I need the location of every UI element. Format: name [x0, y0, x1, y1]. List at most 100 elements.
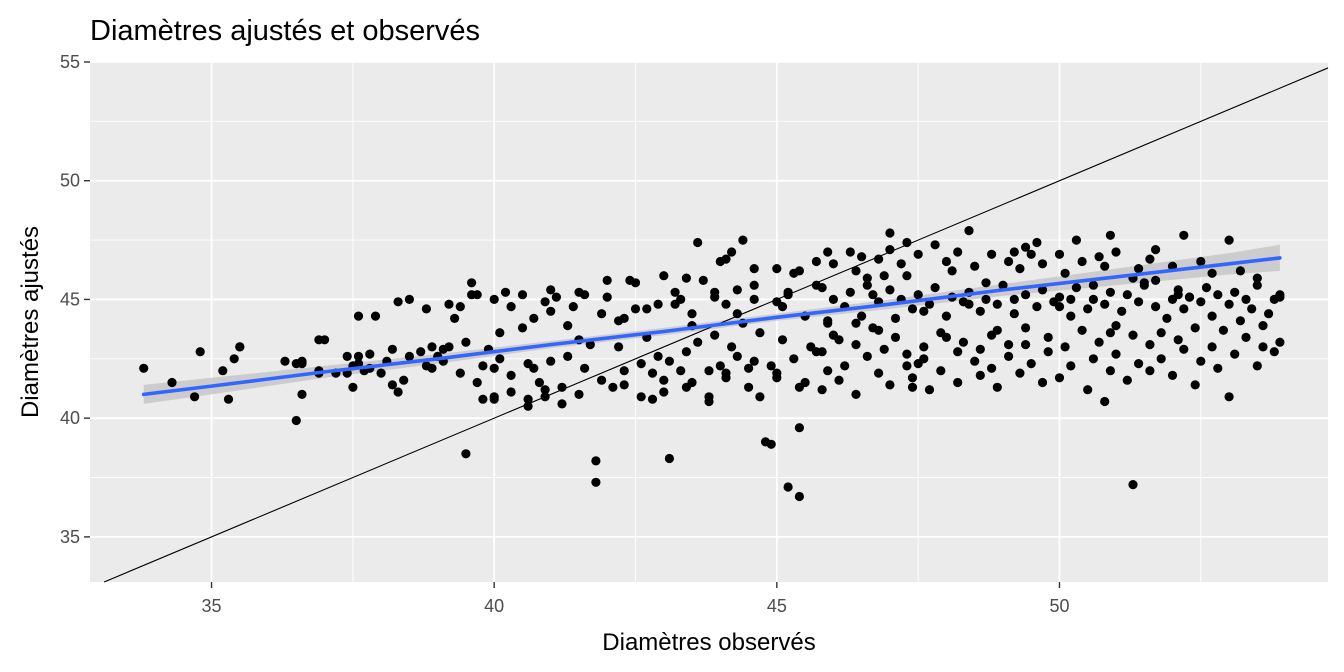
data-point — [902, 237, 912, 248]
data-point — [517, 323, 528, 333]
data-point — [376, 368, 386, 378]
data-point — [862, 351, 872, 361]
data-point — [1207, 342, 1217, 352]
data-point — [744, 363, 754, 373]
data-point — [540, 297, 550, 307]
data-point — [1156, 354, 1166, 364]
data-point — [551, 292, 562, 302]
data-point — [1100, 396, 1110, 407]
data-point — [738, 235, 748, 245]
data-point — [704, 366, 714, 376]
data-point — [1066, 294, 1076, 304]
data-point — [868, 290, 878, 300]
data-point — [879, 271, 889, 281]
data-point — [393, 387, 403, 397]
data-point — [913, 290, 923, 300]
data-point — [546, 356, 556, 366]
data-point — [727, 247, 737, 257]
data-point — [370, 311, 381, 321]
smooth-line — [141, 256, 1282, 397]
data-point — [1066, 311, 1076, 321]
data-point — [444, 299, 454, 309]
data-point — [1054, 249, 1065, 259]
plot-panel — [90, 62, 1328, 582]
data-point — [1151, 245, 1161, 255]
data-point — [614, 316, 624, 326]
data-point — [1275, 290, 1285, 300]
data-point — [862, 280, 872, 290]
data-point — [834, 335, 844, 345]
data-point — [1077, 256, 1087, 267]
data-point — [670, 299, 680, 309]
data-point — [749, 294, 759, 304]
data-point — [1156, 328, 1166, 338]
data-point — [970, 356, 980, 366]
data-point — [1247, 304, 1257, 314]
data-point — [1179, 230, 1189, 240]
data-point — [1207, 311, 1217, 321]
data-point — [1275, 337, 1285, 347]
data-point — [676, 366, 686, 376]
data-point — [478, 394, 488, 404]
data-point — [851, 389, 861, 399]
data-point — [297, 359, 307, 369]
data-point — [1224, 235, 1234, 245]
data-point — [992, 325, 1002, 335]
data-point — [1134, 359, 1144, 369]
data-point — [450, 313, 460, 323]
data-point — [1088, 294, 1098, 304]
data-point — [1201, 283, 1212, 293]
grid-minor — [90, 62, 1328, 582]
y-tick-label: 45 — [60, 289, 80, 309]
data-point — [902, 349, 912, 359]
data-point — [1196, 256, 1206, 267]
data-point — [1167, 370, 1178, 380]
data-point — [1241, 294, 1251, 304]
data-point — [1054, 292, 1065, 302]
data-point — [421, 304, 431, 314]
x-tick-label: 40 — [484, 596, 504, 616]
data-point — [195, 347, 205, 357]
data-point — [941, 256, 952, 267]
data-point — [1083, 385, 1093, 395]
data-point — [489, 363, 499, 373]
data-point — [647, 394, 658, 404]
data-point — [930, 240, 940, 250]
data-point — [387, 380, 397, 390]
data-point — [1043, 347, 1053, 357]
data-point — [1009, 294, 1019, 304]
data-point — [693, 237, 703, 248]
data-point — [924, 299, 935, 309]
data-point — [500, 287, 511, 297]
data-point — [1224, 299, 1234, 309]
data-point — [557, 382, 567, 392]
data-point — [653, 299, 663, 309]
data-point — [919, 342, 929, 352]
data-point — [721, 373, 731, 383]
data-point — [1122, 375, 1132, 385]
y-tick-label: 55 — [60, 52, 80, 72]
data-point — [229, 354, 239, 364]
data-point — [907, 304, 918, 314]
data-point — [1151, 275, 1161, 285]
data-point — [280, 356, 290, 366]
data-point — [1173, 335, 1183, 345]
data-point — [1111, 349, 1121, 359]
data-point — [828, 259, 839, 269]
data-point — [975, 344, 985, 354]
data-points — [139, 226, 1285, 502]
data-point — [467, 290, 477, 300]
data-point — [602, 292, 612, 302]
data-point — [534, 377, 545, 388]
data-point — [913, 249, 923, 259]
data-point — [953, 347, 963, 357]
data-point — [1060, 268, 1070, 278]
data-point — [919, 306, 929, 316]
data-point — [941, 311, 952, 321]
data-point — [1071, 235, 1081, 245]
data-point — [981, 278, 991, 288]
data-point — [1184, 292, 1195, 302]
data-point — [1213, 363, 1223, 373]
data-point — [1241, 332, 1251, 342]
data-point — [529, 363, 539, 373]
